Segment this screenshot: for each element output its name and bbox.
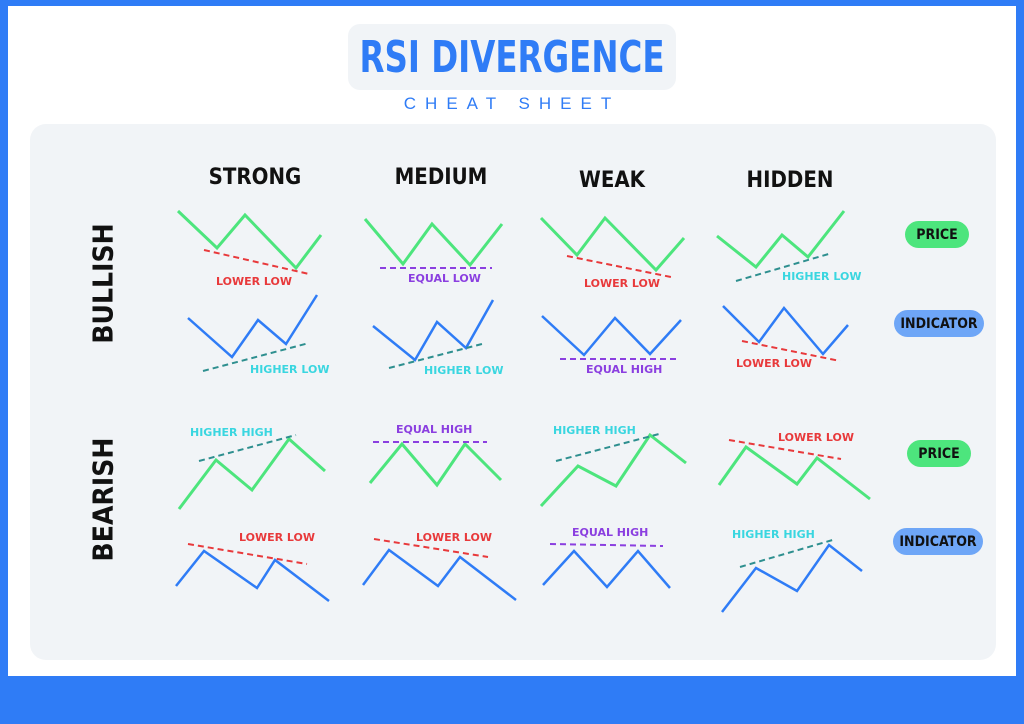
indicator-line [372,299,495,362]
indicator-line [541,315,682,357]
bearish-price-medium: EQUAL HIGH [368,423,503,488]
higher-high-label: HIGHER HIGH [553,424,636,437]
price-line [539,215,686,273]
page-title: RSI DIVERGENCE [359,31,665,83]
bullish-price-hidden: HIGHER LOW [716,210,861,283]
lower-low-trendline [741,340,841,362]
bullish-indicator-strong: HIGHER LOW [187,294,329,376]
cheat-sheet-panel [30,124,996,660]
bearish-price-hidden: LOWER LOW [717,431,871,501]
price-line [716,210,846,270]
bullish-price-weak: LOWER LOW [539,215,686,290]
column-header-medium: MEDIUM [394,165,488,190]
bullish-price-medium: EQUAL LOW [363,218,504,285]
lower-low-trendline [566,255,672,278]
equal-high-label: EQUAL HIGH [572,526,648,539]
bearish-indicator-medium: LOWER LOW [361,531,517,601]
price-line [717,444,871,501]
price-line [363,218,504,268]
bearish-price-strong: HIGHER HIGH [177,426,326,510]
bearish-price-weak: HIGHER HIGH [539,424,687,508]
bearish-indicator-hidden: HIGHER HIGH [721,528,863,613]
lower-low-label: LOWER LOW [778,431,854,444]
higher-low-label: HIGHER LOW [424,364,503,377]
indicator-line [722,305,849,356]
higher-high-trendline [739,538,837,568]
higher-high-trendline [555,433,660,462]
lower-low-trendline [728,439,842,460]
column-header-hidden: HIDDEN [746,168,834,193]
bullish-indicator-medium: HIGHER LOW [372,299,503,377]
bullish-indicator-weak: EQUAL HIGH [541,315,682,376]
indicator-line [721,543,863,613]
equal-high-trendline [549,543,664,547]
bearish-indicator-strong: LOWER LOW [175,531,330,602]
price-line [176,209,323,271]
higher-low-label: HIGHER LOW [250,363,329,376]
lower-low-label: LOWER LOW [584,277,660,290]
price-line [368,441,503,488]
higher-low-trendline [388,343,483,369]
indicator-line [187,294,319,359]
bullish-price-strong: LOWER LOW [176,209,323,288]
lower-low-label: LOWER LOW [736,357,812,370]
price-line [539,432,687,508]
bullish-indicator-hidden: LOWER LOW [722,305,849,370]
column-header-weak: WEAK [578,168,646,193]
page-subtitle: CHEAT SHEET [403,94,621,113]
lower-low-trendline [187,543,308,565]
equal-low-label: EQUAL LOW [408,272,481,285]
equal-high-label: EQUAL HIGH [396,423,472,436]
price-line [177,436,326,510]
higher-high-trendline [198,434,297,462]
higher-high-label: HIGHER HIGH [732,528,815,541]
lower-low-trendline [203,249,310,275]
lower-low-label: LOWER LOW [216,275,292,288]
bullish-price-badge: PRICE [905,221,969,248]
higher-high-label: HIGHER HIGH [190,426,273,439]
bearish-indicator-badge: INDICATOR [893,528,983,555]
lower-low-label: LOWER LOW [239,531,315,544]
higher-low-trendline [735,252,833,282]
higher-low-trendline [202,342,310,372]
title-box: RSI DIVERGENCE [348,24,676,90]
equal-high-label: EQUAL HIGH [586,363,662,376]
indicator-line [361,548,517,601]
bullish-indicator-badge: INDICATOR [894,310,984,337]
column-header-strong: STRONG [208,165,302,190]
indicator-line [175,549,330,602]
higher-low-label: HIGHER LOW [782,270,861,283]
indicator-line [542,549,671,589]
bearish-price-badge: PRICE [907,440,971,467]
bearish-indicator-weak: EQUAL HIGH [542,526,671,589]
lower-low-label: LOWER LOW [416,531,492,544]
